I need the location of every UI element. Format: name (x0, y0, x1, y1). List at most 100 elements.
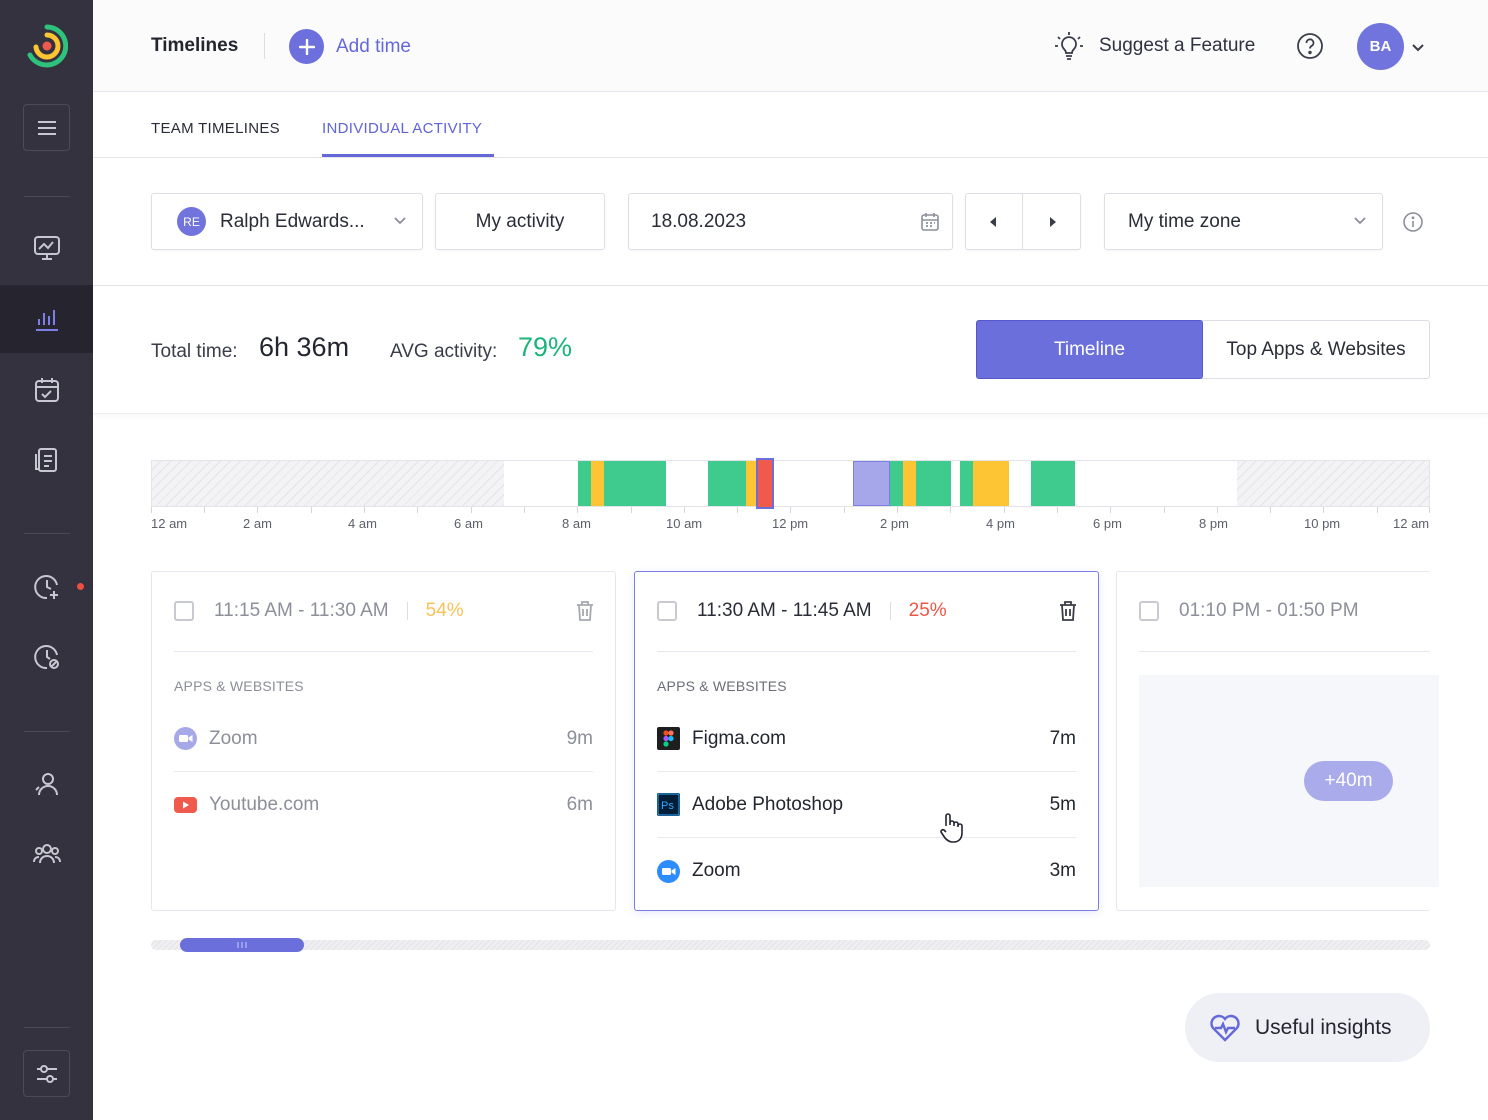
app-duration: 3m (1049, 860, 1076, 881)
chevron-down-icon (1354, 217, 1366, 225)
header-divider (264, 33, 265, 59)
date-value: 18.08.2023 (651, 210, 747, 232)
select-checkbox[interactable] (657, 601, 677, 621)
top-apps-view-button[interactable]: Top Apps & Websites (1226, 338, 1406, 360)
timeline-view-button[interactable]: Timeline (976, 320, 1203, 379)
activity-segment-manual[interactable] (853, 461, 890, 506)
suggest-feature-label: Suggest a Feature (1099, 35, 1256, 56)
timeline-label: 4 pm (986, 516, 1015, 531)
hand-cursor-icon (938, 812, 964, 849)
time-slot-card[interactable]: 01:10 PM - 01:50 PM +40m (1116, 571, 1439, 911)
chevron-down-icon (394, 217, 406, 225)
figma-icon (657, 727, 680, 750)
previous-day-button[interactable] (966, 194, 1024, 249)
time-range: 01:10 PM - 01:50 PM (1179, 600, 1359, 621)
sidebar-item-dashboard[interactable] (0, 214, 93, 282)
svg-text:Ps: Ps (661, 800, 674, 812)
user-avatar[interactable]: BA (1357, 23, 1404, 70)
trash-icon[interactable] (575, 600, 595, 622)
sidebar-item-timelines[interactable] (0, 285, 93, 353)
sidebar-item-people[interactable] (0, 750, 93, 818)
cards-scroll-thumb[interactable] (180, 938, 304, 952)
active-tab-indicator (322, 154, 494, 157)
avg-activity-label: AVG activity: (390, 341, 498, 362)
clock-settings-icon (33, 645, 59, 670)
sidebar-item-time-off[interactable] (0, 623, 93, 691)
menu-button[interactable] (23, 104, 70, 151)
bar-chart-icon (35, 310, 58, 331)
my-activity-button[interactable]: My activity (435, 193, 605, 250)
sidebar-item-reports[interactable] (0, 426, 93, 494)
timeline-label: 6 pm (1093, 516, 1122, 531)
timeline-label: 12 am (151, 516, 188, 531)
chevron-down-icon[interactable] (1411, 40, 1425, 58)
user-select[interactable]: RE Ralph Edwards... (151, 193, 423, 250)
activity-segment[interactable] (708, 461, 746, 506)
time-slot-card-selected[interactable]: 11:30 AM - 11:45 AM 25% APPS & WEBSITES … (634, 571, 1099, 911)
timeline-label: 8 pm (1199, 516, 1228, 531)
filter-bar: RE Ralph Edwards... My activity 18.08.20… (93, 158, 1488, 286)
activity-timeline (151, 458, 1430, 509)
app-name: Figma.com (692, 727, 786, 749)
info-icon[interactable] (1402, 211, 1424, 238)
timeline-label: 10 am (666, 516, 703, 531)
activity-segment[interactable] (1031, 461, 1075, 506)
date-navigation (965, 193, 1081, 250)
activity-segment[interactable] (890, 461, 903, 506)
app-duration: 5m (1049, 793, 1076, 815)
app-name: Youtube.com (209, 794, 320, 815)
zoom-icon (657, 859, 680, 883)
app-name: Adobe Photoshop (692, 793, 844, 815)
card-header: 11:15 AM - 11:30 AM 54% (174, 600, 464, 622)
select-checkbox[interactable] (174, 601, 194, 621)
date-picker[interactable]: 18.08.2023 (628, 193, 953, 250)
activity-segment-selected[interactable] (756, 458, 774, 509)
time-slot-card[interactable]: 11:15 AM - 11:30 AM 54% APPS & WEBSITES … (151, 571, 616, 911)
activity-segment[interactable] (903, 461, 916, 506)
sidebar-item-calendar[interactable] (0, 356, 93, 424)
extra-time-pill[interactable]: +40m (1304, 761, 1393, 801)
app-name: Zoom (692, 860, 741, 881)
activity-segment[interactable] (604, 461, 666, 506)
timezone-select[interactable]: My time zone (1104, 193, 1383, 250)
sidebar-item-add-time[interactable] (0, 553, 93, 621)
sidebar-item-teams[interactable] (0, 820, 93, 888)
app-row: Zoom 9m (174, 706, 593, 772)
user-select-value: Ralph Edwards... (220, 210, 365, 232)
top-header: Timelines Add time Suggest a Feature BA (93, 0, 1488, 92)
time-range: 11:15 AM - 11:30 AM (214, 600, 389, 621)
timeline-ticks (151, 507, 1430, 515)
help-icon[interactable] (1296, 32, 1324, 65)
card-content-placeholder (1139, 675, 1439, 887)
activity-segment[interactable] (578, 461, 591, 506)
app-name: Zoom (209, 727, 258, 749)
tab-team-timelines[interactable]: TEAM TIMELINES (151, 120, 280, 137)
tab-individual-activity[interactable]: INDIVIDUAL ACTIVITY (322, 120, 483, 137)
activity-segment[interactable] (591, 461, 604, 506)
activity-segment[interactable] (973, 461, 1009, 506)
zoom-icon (174, 727, 197, 750)
cards-scroll-track[interactable] (151, 940, 1430, 950)
trash-icon[interactable] (1058, 600, 1078, 622)
apps-section-label: APPS & WEBSITES (174, 678, 304, 694)
activity-segment[interactable] (960, 461, 973, 506)
app-duration: 9m (566, 727, 593, 749)
activity-segment[interactable] (746, 461, 756, 506)
next-day-button[interactable] (1023, 194, 1080, 249)
view-tabs: TEAM TIMELINES INDIVIDUAL ACTIVITY (93, 92, 1488, 158)
settings-button[interactable] (23, 1050, 70, 1097)
app-row: Youtube.com 6m (174, 772, 593, 838)
select-checkbox[interactable] (1139, 601, 1159, 621)
caret-right-icon (1049, 216, 1056, 227)
app-logo-icon[interactable] (26, 22, 69, 70)
add-time-button[interactable]: Add time (289, 29, 411, 64)
suggest-feature-button[interactable]: Suggest a Feature (1053, 30, 1255, 62)
timeline-label: 2 pm (880, 516, 909, 531)
clock-plus-icon (33, 575, 58, 600)
activity-segment[interactable] (916, 461, 951, 506)
team-icon (32, 844, 61, 864)
total-time-value: 6h 36m (259, 332, 350, 362)
stats-bar: Total time: 6h 36m AVG activity: 79% Tim… (93, 286, 1488, 414)
timezone-value: My time zone (1128, 210, 1241, 232)
useful-insights-button[interactable]: Useful insights (1185, 993, 1430, 1062)
